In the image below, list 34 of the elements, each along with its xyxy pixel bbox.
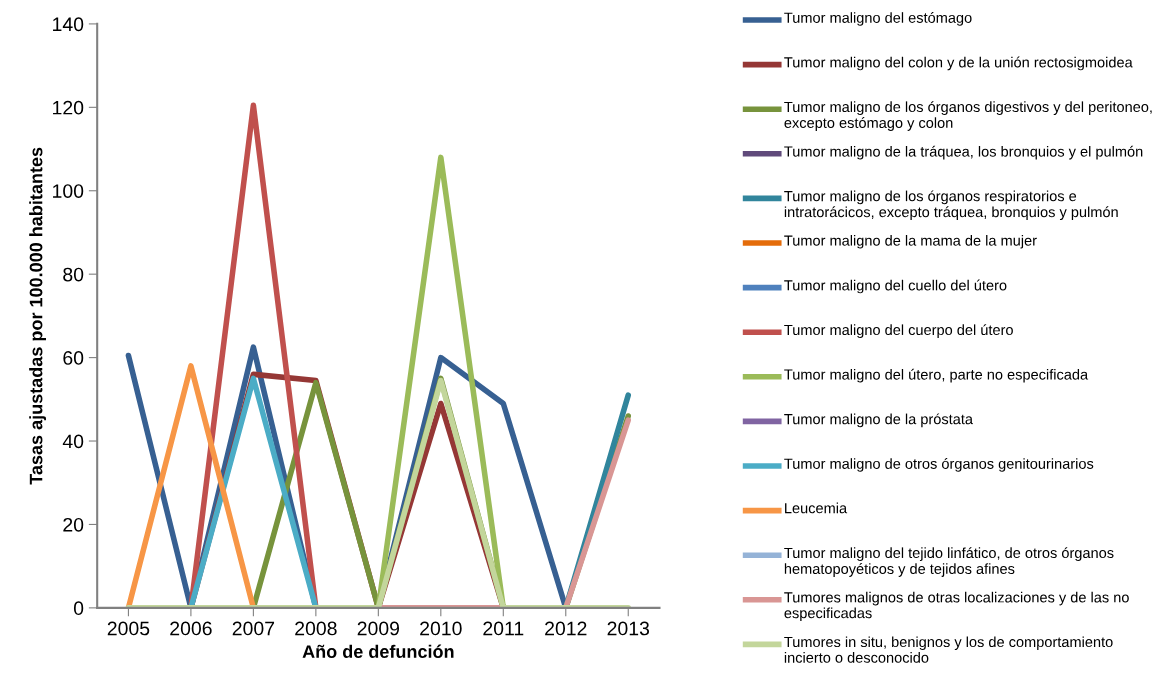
legend-label: Tumor maligno del estómago (784, 12, 972, 26)
x-axis-title: Año de defunción (302, 644, 454, 659)
legend-label: Tumor maligno de los órganos respiratorios e intratorácicos, excepto tráquea, bronquios y pulmón (784, 190, 1118, 221)
legend-label: Tumor maligno de la próstata (784, 413, 973, 428)
x-tick-label: 2013 (607, 621, 650, 636)
legend-label: Tumor maligno del útero, parte no especificada (784, 368, 1089, 383)
legend-label: Tumor maligno del colon y de la unión rectosigmoidea (784, 56, 1133, 71)
legend-label: Tumor maligno del cuello del útero (784, 279, 1007, 294)
legend-label: Tumor maligno de otros órganos genitourinarios (784, 458, 1094, 472)
y-tick-label: 0 (73, 601, 84, 616)
legend-label: Tumor maligno de la mama de la mujer (784, 235, 1037, 249)
y-tick-label: 100 (53, 184, 84, 198)
y-tick-label: 80 (63, 267, 84, 282)
legend-label: Tumor maligno del cuerpo del útero (784, 324, 1013, 338)
x-tick-label: 2007 (232, 621, 275, 636)
x-tick-label: 2012 (545, 621, 587, 636)
y-axis-title: Tasas ajustadas por 100.000 habitantes (29, 147, 46, 485)
x-tick-label: 2008 (295, 621, 337, 636)
x-tick-label: 2006 (170, 621, 212, 636)
y-tick-label: 60 (63, 351, 84, 365)
y-tick-label: 40 (62, 434, 84, 449)
x-tick-label: 2010 (420, 621, 462, 636)
x-tick-label: 2011 (483, 621, 524, 636)
legend-label: Leucemia (785, 502, 848, 514)
x-tick-label: 2005 (107, 621, 150, 636)
legend-label: Tumor maligno de la tráquea, los bronquios y el pulmón (784, 145, 1143, 160)
legend-label: Tumor maligno de los órganos digestivos y del peritoneo, excepto estómago y colon (784, 101, 1152, 131)
y-tick-label: 120 (53, 100, 84, 115)
x-tick-label: 2009 (357, 621, 400, 636)
legend-label: Tumor maligno del tejido linfático, de otros órganos hematopoyéticos y de tejidos afines (784, 547, 1114, 577)
y-tick-label: 140 (53, 17, 84, 32)
legend-label: Tumores malignos de otras localizaciones y de las no especificadas (784, 591, 1129, 622)
legend-label: Tumores in situ, benignos y los de comportamiento incierto o desconocido (784, 636, 1113, 663)
y-tick-label: 20 (63, 517, 84, 532)
